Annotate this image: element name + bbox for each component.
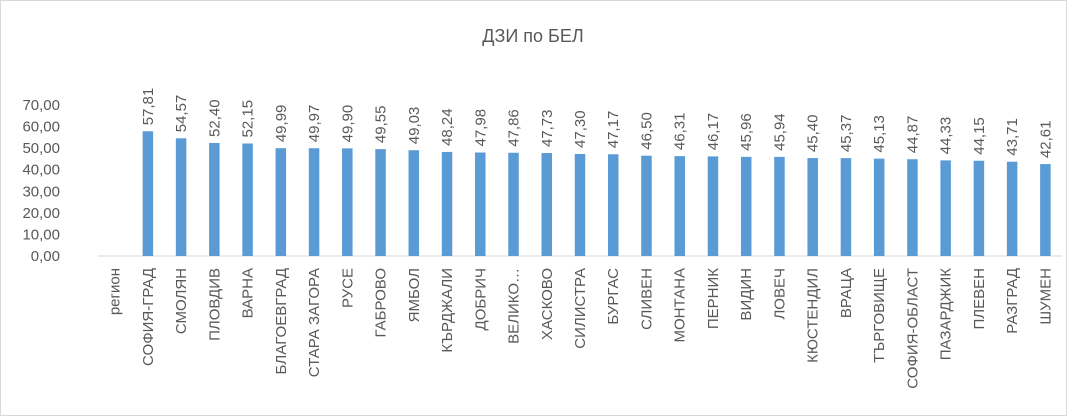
x-tick-label: ШУМЕН <box>1037 268 1054 325</box>
data-label: 45,37 <box>838 115 855 153</box>
data-label: 45,13 <box>871 115 888 153</box>
data-label: 49,99 <box>273 105 290 143</box>
bar <box>342 148 353 256</box>
bar <box>674 156 685 256</box>
x-tick-label: ТЪРГОВИЩЕ <box>871 268 888 363</box>
bar <box>1006 161 1018 256</box>
y-tick-label: 50,00 <box>22 140 60 157</box>
bar <box>940 160 951 256</box>
x-tick-label: ПАЗАРДЖИК <box>938 268 955 360</box>
y-tick-label: 40,00 <box>22 162 60 179</box>
bar <box>209 142 220 256</box>
bars <box>142 131 1051 256</box>
data-label: 47,86 <box>506 109 523 147</box>
data-label: 46,17 <box>705 113 722 151</box>
bar <box>641 155 652 256</box>
data-label: 47,17 <box>605 111 622 149</box>
data-label: 44,87 <box>904 116 921 154</box>
bar <box>973 160 985 256</box>
x-tick-label: ЛОВЕЧ <box>771 268 788 320</box>
bar <box>873 158 885 256</box>
data-label: 49,97 <box>306 105 323 143</box>
data-label: 49,90 <box>339 105 356 143</box>
bar <box>475 152 486 256</box>
bar <box>740 156 752 256</box>
bar <box>408 150 420 256</box>
x-tick-label: ВАРНА <box>240 268 257 318</box>
data-label: 48,24 <box>439 108 456 146</box>
x-tick-label: ГАБРОВО <box>373 268 390 338</box>
x-tick-label: БУРГАС <box>605 268 622 325</box>
x-tick-label: КЪРДЖАЛИ <box>439 268 456 353</box>
x-tick-label: РУСЕ <box>339 268 356 308</box>
x-tick-label: ХАСКОВО <box>539 268 556 340</box>
data-label: 52,15 <box>240 100 257 138</box>
x-axis: регион СОФИЯ-ГРАД СМОЛЯН ПЛОВДИВ ВАРНА БЛАГОЕ… <box>107 268 1055 389</box>
data-label: 54,57 <box>173 95 190 133</box>
x-tick-label: регион <box>107 268 124 315</box>
data-label: 47,98 <box>472 109 489 147</box>
x-tick-label: ВРАЦА <box>838 268 855 318</box>
x-tick-label: МОНТАНА <box>672 268 689 343</box>
y-tick-label: 10,00 <box>22 226 60 243</box>
x-tick-label: КЮСТЕНДИЛ <box>805 268 822 363</box>
bar <box>574 153 586 256</box>
data-label: 44,33 <box>938 117 955 155</box>
bar <box>375 149 386 256</box>
bar <box>175 138 187 256</box>
x-tick-label: БЛАГОЕВГРАД <box>273 268 290 374</box>
x-tick-label: СТАРА ЗАГОРА <box>306 268 323 377</box>
y-tick-label: 0,00 <box>31 248 60 265</box>
data-label: 46,31 <box>672 113 689 151</box>
bar <box>308 148 320 256</box>
bar <box>142 131 154 256</box>
x-tick-label: СМОЛЯН <box>173 268 190 334</box>
y-tick-label: 30,00 <box>22 183 60 200</box>
data-label: 46,50 <box>638 112 655 150</box>
x-tick-label: ПЕРНИК <box>705 268 722 329</box>
data-label: 57,81 <box>140 88 157 126</box>
bar <box>441 151 453 256</box>
bar <box>607 154 619 256</box>
data-label: 49,55 <box>373 106 390 144</box>
x-tick-label: ВИДИН <box>738 268 755 321</box>
x-tick-label: СИЛИСТРА <box>572 268 589 349</box>
y-tick-label: 70,00 <box>22 97 60 114</box>
data-label: 47,30 <box>572 110 589 148</box>
bar <box>707 156 719 256</box>
data-label: 44,15 <box>971 117 988 155</box>
bar <box>275 148 287 256</box>
x-tick-label: ЯМБОЛ <box>406 268 423 322</box>
data-label: 43,71 <box>1004 118 1021 156</box>
bar <box>907 159 918 256</box>
bar <box>508 152 519 256</box>
data-label: 52,40 <box>206 99 223 137</box>
data-label: 45,94 <box>771 113 788 151</box>
bar <box>774 156 785 256</box>
x-tick-label: ПЛОВДИВ <box>206 268 223 341</box>
bar <box>242 143 253 256</box>
bar <box>807 158 818 256</box>
data-labels: 57,81 54,57 52,40 52,15 49,99 49,97 49,90 49,55… <box>140 88 1055 158</box>
chart-title: ДЗИ по БЕЛ <box>482 26 583 46</box>
bar <box>840 158 852 256</box>
y-tick-label: 20,00 <box>22 205 60 222</box>
y-axis: 0,00 10,00 20,00 30,00 40,00 50,00 60,00 70,00 <box>22 97 60 265</box>
data-label: 45,96 <box>738 113 755 151</box>
data-label: 42,61 <box>1037 121 1054 159</box>
x-tick-label: СЛИВЕН <box>638 268 655 330</box>
data-label: 47,73 <box>539 109 556 147</box>
bar <box>541 153 553 256</box>
x-tick-label: СОФИЯ-ОБЛАСТ <box>904 268 921 389</box>
data-label: 45,40 <box>805 115 822 153</box>
y-tick-label: 60,00 <box>22 119 60 136</box>
x-tick-label: РАЗГРАД <box>1004 268 1021 334</box>
x-tick-label: ВЕЛИКО… <box>506 268 523 344</box>
x-tick-label: ПЛЕВЕН <box>971 268 988 329</box>
x-tick-label: СОФИЯ-ГРАД <box>140 268 157 366</box>
x-tick-label: ДОБРИЧ <box>472 268 489 330</box>
data-label: 49,03 <box>406 107 423 145</box>
bar <box>1040 164 1051 256</box>
